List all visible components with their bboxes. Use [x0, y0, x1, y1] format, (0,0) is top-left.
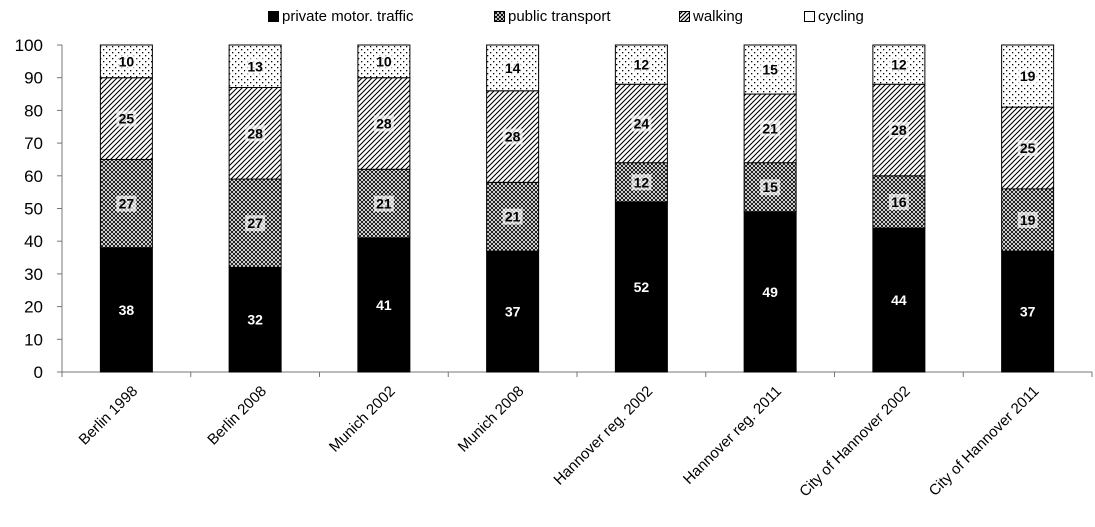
- data-label-background: [1017, 211, 1038, 228]
- data-label: 15: [762, 62, 778, 78]
- data-label: 37: [1020, 304, 1036, 320]
- data-label-background: [888, 122, 909, 139]
- bar-segment-private-motor-traffic: [228, 266, 282, 373]
- data-label: 10: [119, 53, 135, 69]
- bar-segment-private-motor-traffic: [357, 237, 411, 373]
- x-tick-label: Hannover reg. 2002: [550, 383, 656, 489]
- legend-item-public-transport: public transport: [494, 5, 611, 27]
- x-tick-label: Berlin 1998: [76, 383, 142, 449]
- data-label-background: [373, 115, 394, 132]
- data-label: 28: [891, 122, 907, 138]
- data-label-background: [502, 128, 523, 145]
- data-label-background: [631, 115, 652, 132]
- y-tick-label: 10: [24, 330, 43, 349]
- x-tick-label: Munich 2008: [455, 383, 528, 456]
- x-tick-label: City of Hannover 2002: [796, 383, 914, 501]
- data-label-background: [1017, 68, 1038, 85]
- legend-item-cycling: cycling: [804, 5, 864, 27]
- bar-segment-private-motor-traffic: [872, 227, 926, 373]
- data-label-background: [373, 53, 394, 70]
- data-label: 37: [505, 304, 521, 320]
- data-label: 19: [1020, 68, 1036, 84]
- bar-segment-private-motor-traffic: [614, 201, 668, 373]
- legend-label: cycling: [818, 7, 864, 25]
- data-label: 15: [762, 179, 778, 195]
- data-label: 21: [762, 120, 778, 136]
- y-tick-label: 50: [24, 200, 43, 219]
- y-tick-label: 40: [24, 232, 43, 251]
- data-label: 25: [1020, 140, 1036, 156]
- legend-label: private motor. traffic: [282, 7, 414, 25]
- data-label-background: [631, 56, 652, 73]
- data-label-background: [631, 174, 652, 191]
- y-tick-label: 0: [34, 363, 43, 382]
- y-tick-label: 80: [24, 101, 43, 120]
- bar-segment-private-motor-traffic: [99, 247, 153, 373]
- y-tick-label: 20: [24, 298, 43, 317]
- data-label: 44: [891, 292, 907, 308]
- data-label-background: [116, 195, 137, 212]
- data-label: 19: [1020, 212, 1036, 228]
- data-label-background: [245, 125, 266, 142]
- data-label: 12: [634, 174, 650, 190]
- data-label: 24: [634, 115, 650, 131]
- data-label: 49: [762, 284, 778, 300]
- data-label: 12: [891, 57, 907, 73]
- legend-swatch-diagonal: [679, 10, 690, 22]
- data-label-background: [502, 208, 523, 225]
- data-label-background: [888, 56, 909, 73]
- y-tick-label: 90: [24, 69, 43, 88]
- bar-segment-private-motor-traffic: [486, 250, 540, 373]
- data-label: 10: [376, 53, 392, 69]
- data-label: 25: [119, 111, 135, 127]
- legend-swatch-dots: [804, 10, 815, 22]
- bar-segment-cycling: [486, 44, 540, 92]
- data-label: 28: [505, 129, 521, 145]
- data-label-background: [760, 61, 781, 78]
- legend-label: walking: [693, 7, 744, 25]
- legend-item-private-motor-traffic: private motor. traffic: [268, 5, 413, 27]
- y-tick-label: 30: [24, 265, 43, 284]
- data-label-background: [116, 53, 137, 70]
- y-tick-label: 60: [24, 167, 43, 186]
- x-tick-label: City of Hannover 2011: [926, 383, 1043, 500]
- x-tick-label: Munich 2002: [326, 383, 399, 456]
- data-label-background: [1017, 140, 1038, 157]
- legend-swatch-solid: [268, 10, 279, 22]
- data-label: 38: [119, 302, 135, 318]
- x-tick-label: Hannover reg. 2011: [680, 383, 785, 488]
- data-label: 41: [376, 297, 392, 313]
- data-label-background: [760, 120, 781, 137]
- data-label: 27: [119, 196, 135, 212]
- y-tick-label: 70: [24, 134, 43, 153]
- data-label-background: [502, 59, 523, 76]
- data-label: 27: [247, 215, 263, 231]
- data-label: 13: [247, 58, 263, 74]
- x-tick-label: Berlin 2008: [204, 383, 270, 449]
- data-label: 28: [376, 115, 392, 131]
- data-label-background: [116, 110, 137, 127]
- data-label: 21: [376, 196, 392, 212]
- legend-label: public transport: [508, 7, 611, 25]
- data-label-background: [888, 193, 909, 210]
- data-label: 52: [634, 279, 650, 295]
- data-label: 12: [634, 57, 650, 73]
- legend: private motor. traffic public transport: [0, 5, 1095, 27]
- data-label-background: [245, 215, 266, 232]
- y-tick-label: 100: [15, 36, 43, 55]
- data-label: 28: [247, 125, 263, 141]
- legend-swatch-crosshatch: [494, 10, 505, 22]
- data-label-background: [373, 195, 394, 212]
- data-label-background: [245, 58, 266, 75]
- data-label: 32: [247, 312, 263, 328]
- bar-segment-private-motor-traffic: [743, 211, 797, 373]
- data-label-background: [760, 179, 781, 196]
- data-label: 21: [505, 209, 521, 225]
- data-label: 16: [891, 194, 907, 210]
- bar-segment-private-motor-traffic: [1001, 250, 1055, 373]
- legend-item-walking: walking: [679, 5, 743, 27]
- data-label: 14: [505, 60, 521, 76]
